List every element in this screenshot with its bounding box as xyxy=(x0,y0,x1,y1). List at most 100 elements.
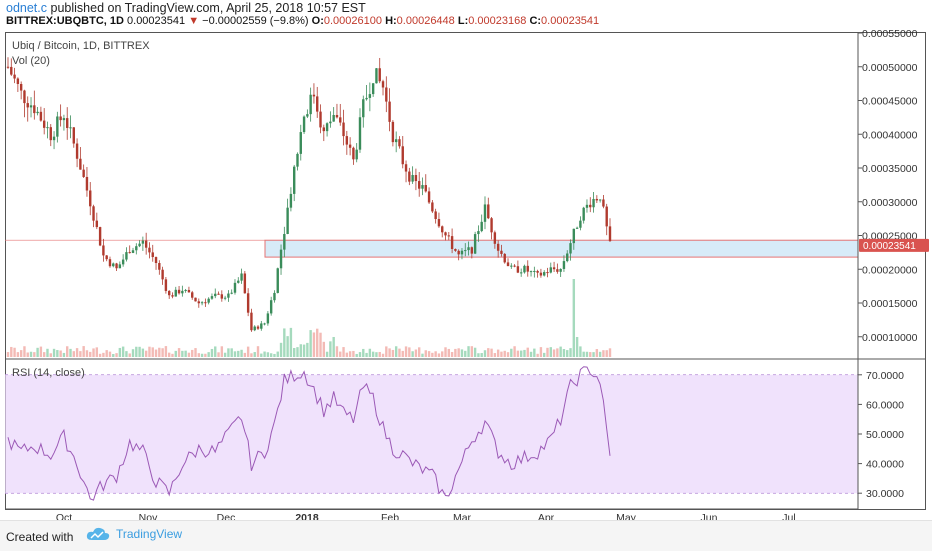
volume-bar xyxy=(513,346,516,357)
volume-bar xyxy=(411,351,414,357)
candle-body xyxy=(500,250,503,254)
candle-body xyxy=(592,198,595,208)
volume-bar xyxy=(418,347,421,357)
candle-body xyxy=(539,272,543,276)
volume-bar xyxy=(572,279,576,357)
high-value: 0.00026448 xyxy=(396,15,455,27)
candle-body xyxy=(256,326,260,329)
volume-bar xyxy=(263,351,266,357)
candle-body xyxy=(450,236,454,249)
volume-bar xyxy=(437,353,441,357)
volume-bar xyxy=(352,350,355,357)
tradingview-brand[interactable]: TradingView xyxy=(86,527,182,541)
price-tick-label: 0.00020000 xyxy=(862,264,918,276)
volume-bar xyxy=(470,346,474,357)
candle-body xyxy=(26,103,29,108)
candle-body xyxy=(164,279,168,291)
volume-bar xyxy=(181,350,184,357)
volume-bar xyxy=(194,348,197,357)
volume-bar xyxy=(135,346,138,357)
volume-bar xyxy=(10,346,13,357)
candle-body xyxy=(549,267,552,273)
volume-bar xyxy=(204,353,207,357)
volume-bar xyxy=(197,353,200,357)
candle-body xyxy=(292,166,296,194)
candle-body xyxy=(92,206,95,221)
brand-name: TradingView xyxy=(116,527,183,541)
time-tick-label: Mar xyxy=(453,512,472,520)
volume-bar xyxy=(6,352,10,357)
volume-bar xyxy=(286,336,289,357)
candle-body xyxy=(418,181,421,189)
candle-body xyxy=(385,87,388,102)
volume-bar xyxy=(477,353,480,357)
candle-body xyxy=(441,226,444,233)
candle-body xyxy=(69,127,72,129)
volume-bar xyxy=(105,350,108,357)
volume-bar xyxy=(562,349,566,357)
time-tick-label: Oct xyxy=(56,512,72,520)
candle-body xyxy=(283,233,286,250)
candle-body xyxy=(342,122,345,137)
candle-body xyxy=(309,94,312,115)
candle-body xyxy=(365,97,368,100)
volume-bar xyxy=(187,352,191,357)
candle-body xyxy=(496,243,500,251)
high-label: H: xyxy=(385,15,397,27)
candle-body xyxy=(401,146,404,165)
volume-bar xyxy=(118,347,122,357)
volume-bar xyxy=(424,350,427,357)
volume-bar xyxy=(385,346,388,357)
candle-body xyxy=(378,68,381,82)
candle-body xyxy=(108,259,112,267)
volume-bar xyxy=(36,347,39,357)
candle-body xyxy=(269,300,273,314)
candle-body xyxy=(608,226,612,242)
volume-bar xyxy=(200,353,204,357)
candle-body xyxy=(316,96,319,112)
volume-bar xyxy=(108,351,112,357)
volume-bar xyxy=(348,351,352,357)
volume-bar xyxy=(388,348,391,357)
candle-body xyxy=(75,143,79,159)
volume-bar xyxy=(506,352,510,357)
volume-bar xyxy=(151,347,154,357)
chart-canvas[interactable]: 0.000100000.000150000.000200000.00025000… xyxy=(0,0,932,520)
candle-body xyxy=(174,289,177,297)
candle-body xyxy=(36,111,39,114)
time-tick-label: Jul xyxy=(782,512,795,520)
candle-body xyxy=(398,139,401,147)
volume-bar xyxy=(473,347,477,357)
price-tick-label: 0.00055000 xyxy=(862,28,918,40)
volume-bar xyxy=(16,352,20,357)
volume-bar xyxy=(605,350,608,357)
candle-body xyxy=(559,268,562,272)
candle-body xyxy=(464,250,467,252)
volume-bar xyxy=(299,344,302,357)
candle-body xyxy=(125,252,128,260)
candle-body xyxy=(437,219,441,227)
candle-body xyxy=(319,111,322,128)
volume-bar xyxy=(89,351,92,357)
candle-body xyxy=(562,261,566,269)
candle-body xyxy=(250,312,253,331)
volume-bar xyxy=(431,352,434,357)
volume-bar xyxy=(98,353,102,357)
candle-body xyxy=(246,293,250,313)
volume-bar xyxy=(460,349,464,357)
time-tick-label: 2018 xyxy=(295,512,319,520)
volume-bar xyxy=(266,352,270,357)
candle-body xyxy=(575,227,579,229)
author-link[interactable]: odnet.c xyxy=(6,1,48,15)
volume-bar xyxy=(279,342,283,357)
volume-bar xyxy=(381,353,385,357)
volume-bar xyxy=(161,348,164,357)
last-price-tag: 0.00023541 xyxy=(859,238,929,252)
volume-bar xyxy=(371,351,375,357)
volume-bar xyxy=(62,352,66,357)
candle-body xyxy=(187,289,191,293)
candle-body xyxy=(191,292,194,298)
candle-body xyxy=(391,121,395,143)
candle-body xyxy=(493,232,497,244)
volume-bar xyxy=(243,352,247,357)
